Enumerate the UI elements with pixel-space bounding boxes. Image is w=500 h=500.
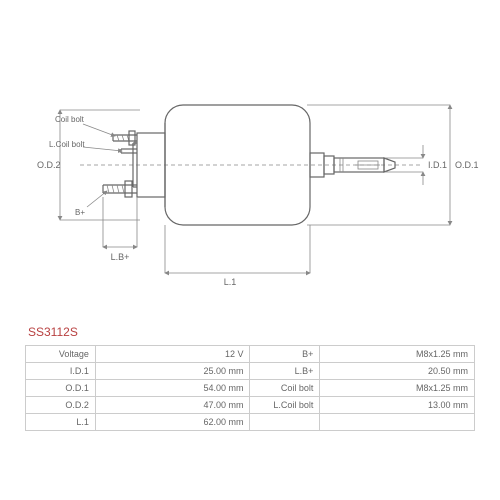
spec-table: Voltage 12 V B+ M8x1.25 mm I.D.1 25.00 m… [25, 345, 475, 431]
spec-label: L.1 [26, 414, 96, 431]
label-id1: I.D.1 [428, 160, 447, 170]
spec-label: L.Coil bolt [250, 397, 320, 414]
label-od1: O.D.1 [455, 160, 479, 170]
solenoid-drawing: O.D.2 O.D.1 I.D.1 L.1 L.B+ Coil bolt L.C… [25, 15, 475, 315]
spec-label: Voltage [26, 346, 96, 363]
spec-label: B+ [250, 346, 320, 363]
table-row: I.D.1 25.00 mm L.B+ 20.50 mm [26, 363, 475, 380]
spec-label: L.B+ [250, 363, 320, 380]
table-row: O.D.1 54.00 mm Coil bolt M8x1.25 mm [26, 380, 475, 397]
spec-label: O.D.1 [26, 380, 96, 397]
spec-label [250, 414, 320, 431]
spec-value: 25.00 mm [95, 363, 250, 380]
label-od2: O.D.2 [37, 160, 61, 170]
spec-value: 62.00 mm [95, 414, 250, 431]
part-number: SS3112S [28, 325, 78, 339]
label-coil-bolt: Coil bolt [55, 115, 85, 124]
spec-value: 13.00 mm [320, 397, 475, 414]
label-lbplus: L.B+ [111, 252, 130, 262]
spec-value: 20.50 mm [320, 363, 475, 380]
label-l1: L.1 [224, 277, 237, 287]
table-row: L.1 62.00 mm [26, 414, 475, 431]
spec-value: 47.00 mm [95, 397, 250, 414]
spec-value [320, 414, 475, 431]
spec-value: 54.00 mm [95, 380, 250, 397]
spec-value: M8x1.25 mm [320, 346, 475, 363]
spec-label: I.D.1 [26, 363, 96, 380]
spec-label: Coil bolt [250, 380, 320, 397]
spec-value: 12 V [95, 346, 250, 363]
technical-diagram: O.D.2 O.D.1 I.D.1 L.1 L.B+ Coil bolt L.C… [25, 15, 475, 315]
spec-label: O.D.2 [26, 397, 96, 414]
table-row: Voltage 12 V B+ M8x1.25 mm [26, 346, 475, 363]
spec-value: M8x1.25 mm [320, 380, 475, 397]
table-row: O.D.2 47.00 mm L.Coil bolt 13.00 mm [26, 397, 475, 414]
label-lcoil-bolt: L.Coil bolt [49, 140, 85, 149]
label-bplus: B+ [75, 208, 85, 217]
